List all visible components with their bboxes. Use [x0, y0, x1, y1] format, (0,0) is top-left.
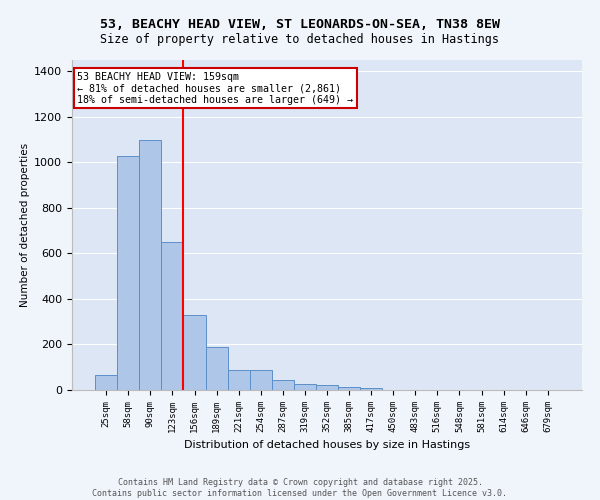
Bar — [139, 140, 161, 390]
Bar — [338, 386, 360, 390]
Bar — [360, 388, 382, 390]
Bar — [95, 375, 117, 390]
Bar — [272, 380, 294, 390]
Text: Size of property relative to detached houses in Hastings: Size of property relative to detached ho… — [101, 32, 499, 46]
Bar — [161, 242, 184, 390]
X-axis label: Distribution of detached houses by size in Hastings: Distribution of detached houses by size … — [184, 440, 470, 450]
Bar — [117, 156, 139, 390]
Bar — [206, 347, 227, 390]
Bar — [294, 384, 316, 390]
Bar — [316, 386, 338, 390]
Y-axis label: Number of detached properties: Number of detached properties — [20, 143, 30, 307]
Bar — [250, 370, 272, 390]
Bar — [227, 370, 250, 390]
Text: Contains HM Land Registry data © Crown copyright and database right 2025.
Contai: Contains HM Land Registry data © Crown c… — [92, 478, 508, 498]
Bar — [184, 315, 206, 390]
Text: 53, BEACHY HEAD VIEW, ST LEONARDS-ON-SEA, TN38 8EW: 53, BEACHY HEAD VIEW, ST LEONARDS-ON-SEA… — [100, 18, 500, 30]
Text: 53 BEACHY HEAD VIEW: 159sqm
← 81% of detached houses are smaller (2,861)
18% of : 53 BEACHY HEAD VIEW: 159sqm ← 81% of det… — [77, 72, 353, 105]
